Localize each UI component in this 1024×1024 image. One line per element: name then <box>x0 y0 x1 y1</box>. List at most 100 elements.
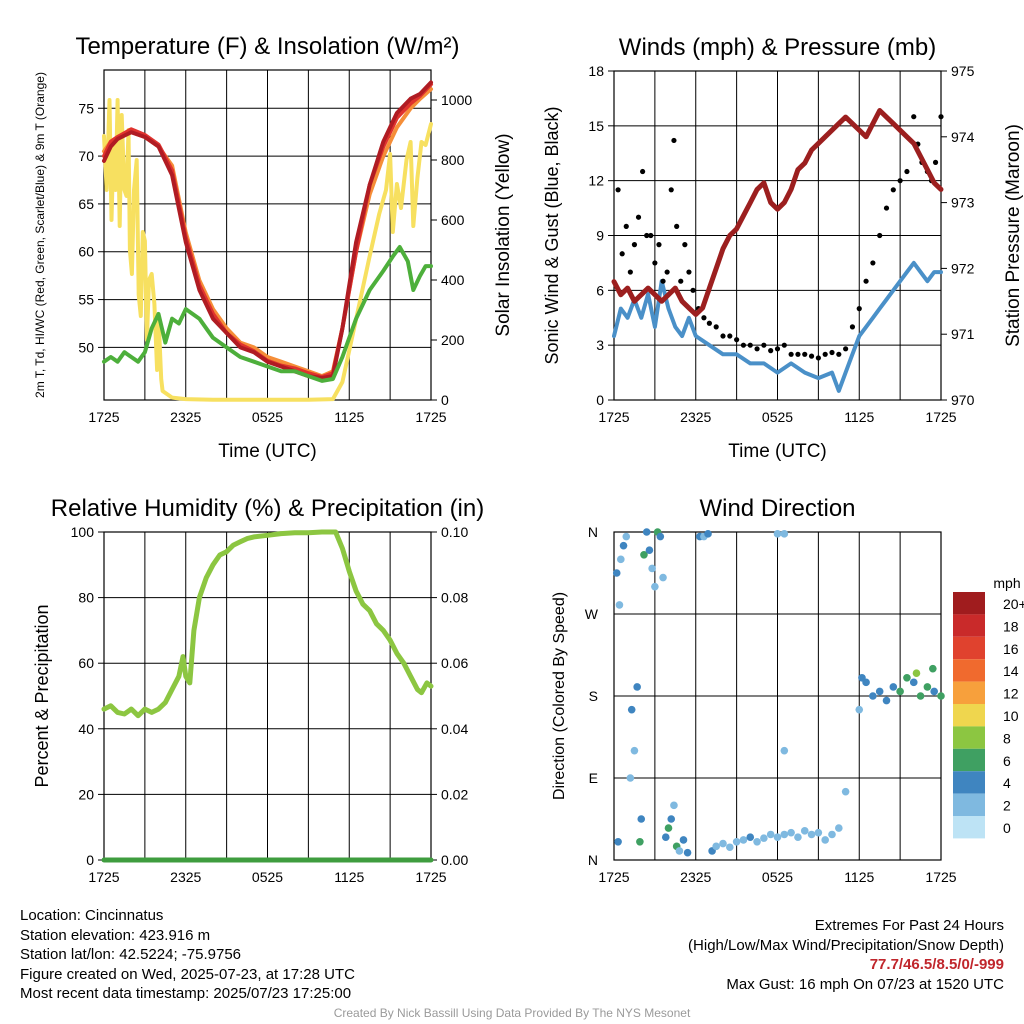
x-tick-label: 2325 <box>680 409 711 425</box>
y-tick-label-right: 1000 <box>441 92 472 108</box>
gust-point <box>788 351 794 357</box>
gust-point <box>911 114 917 120</box>
gust-point <box>635 214 642 220</box>
direction-point <box>627 705 636 714</box>
direction-point <box>636 837 644 846</box>
gust-point <box>682 242 688 248</box>
y-tick-label-right: 400 <box>441 272 465 288</box>
legend-label: 12 <box>1003 686 1019 702</box>
direction-point <box>612 569 621 577</box>
legend-swatch <box>953 748 985 772</box>
legend-label: 8 <box>1003 730 1011 746</box>
direction-point <box>773 530 782 538</box>
direction-point <box>726 843 734 852</box>
gust-point <box>938 114 944 120</box>
gust-point <box>843 346 849 352</box>
direction-point <box>828 830 836 839</box>
y-tick-label: 55 <box>78 292 94 308</box>
gust-point <box>870 260 876 266</box>
direction-point <box>929 664 937 673</box>
gust-point <box>713 324 719 330</box>
legend-label: 18 <box>1003 618 1019 634</box>
gust-point <box>660 278 666 284</box>
gust-point <box>768 348 774 354</box>
y-tick-label: 15 <box>588 118 604 134</box>
x-axis-label: Time (UTC) <box>218 441 317 462</box>
series-line <box>101 529 434 719</box>
y-axis-label: Percent & Precipitation <box>32 604 52 787</box>
chart-title: Temperature (F) & Insolation (W/m²) <box>75 33 459 60</box>
gust-point <box>754 346 760 352</box>
direction-point <box>889 683 898 691</box>
legend-swatch <box>953 614 985 637</box>
direction-point <box>766 830 775 839</box>
recent-data-text: Most recent data timestamp: 2025/07/23 1… <box>20 985 352 1002</box>
y-tick-label: 100 <box>71 524 95 540</box>
y-axis-label: 2m T, Td, HI/WC (Red, Green, Scarlet/Blu… <box>33 72 47 398</box>
gust-point <box>706 320 712 326</box>
x-tick-label: 1725 <box>415 869 446 885</box>
direction-point <box>841 787 850 796</box>
gust-point <box>815 355 821 361</box>
direction-point <box>800 827 809 835</box>
series-line <box>102 80 433 380</box>
legend-swatch <box>953 726 985 749</box>
y-tick-label: N <box>588 524 598 540</box>
legend-label: 2 <box>1003 798 1011 814</box>
x-tick-label: 1725 <box>598 409 629 425</box>
y-tick-label: 20 <box>78 786 94 802</box>
gust-point <box>883 205 890 211</box>
chart-title: Relative Humidity (%) & Precipitation (i… <box>51 495 484 522</box>
gust-point <box>720 333 726 339</box>
direction-point <box>614 837 622 846</box>
direction-point <box>780 746 789 755</box>
direction-point <box>780 830 789 839</box>
gust-point <box>856 306 862 312</box>
elevation-text: Station elevation: 423.916 m <box>20 926 211 944</box>
humidity-panel: Relative Humidity (%) & Precipitation (i… <box>32 495 484 885</box>
legend-swatch <box>953 816 985 839</box>
direction-point <box>659 573 667 582</box>
y-tick-label-right: 800 <box>441 152 465 168</box>
gust-point <box>904 168 910 175</box>
y-tick-label: S <box>589 688 598 704</box>
temperature-panel: Temperature (F) & Insolation (W/m²) 50 55 6… <box>33 33 514 462</box>
direction-point <box>858 673 866 682</box>
direction-point <box>651 582 659 591</box>
x-tick-label: 2325 <box>680 869 711 885</box>
y-axis-label-right: Solar Insolation (Yellow) <box>493 133 514 336</box>
x-tick-label: 1725 <box>88 869 119 885</box>
direction-point <box>712 842 720 851</box>
legend-swatch <box>953 793 985 816</box>
direction-point <box>882 696 891 705</box>
gust-point <box>615 187 621 193</box>
x-tick-label: 0525 <box>762 869 793 885</box>
direction-point <box>760 834 768 842</box>
y-tick-label-right: 972 <box>951 260 975 276</box>
gust-point <box>740 342 747 348</box>
direction-point <box>903 673 911 682</box>
extremes-box: Extremes For Past 24 Hours (High/Low/Max… <box>688 916 1004 994</box>
y-tick-label-right: 973 <box>951 195 975 211</box>
winds-panel: Winds (mph) & Pressure (mb) 0 3 6 9 12 15 18 970… <box>542 34 1024 462</box>
gust-point <box>932 159 939 165</box>
legend-label: 20+ <box>1003 596 1024 612</box>
y-tick-label: 18 <box>588 63 604 79</box>
y-tick-label: E <box>589 770 598 786</box>
direction-point <box>909 678 918 687</box>
direction-point <box>630 746 639 755</box>
x-tick-label: 1125 <box>844 409 874 425</box>
direction-point <box>667 815 676 823</box>
direction-point <box>732 837 741 846</box>
y-tick-label-right: 971 <box>951 326 975 342</box>
direction-point <box>835 824 843 832</box>
direction-point <box>912 669 921 678</box>
y-tick-label-right: 970 <box>951 392 975 408</box>
x-tick-label: 1125 <box>844 869 874 885</box>
direction-point <box>661 833 670 842</box>
station-info: Location: Cincinnatus Station elevation:… <box>20 906 355 1004</box>
direction-point <box>753 837 761 846</box>
y-tick-label-right: 0.02 <box>441 786 468 802</box>
